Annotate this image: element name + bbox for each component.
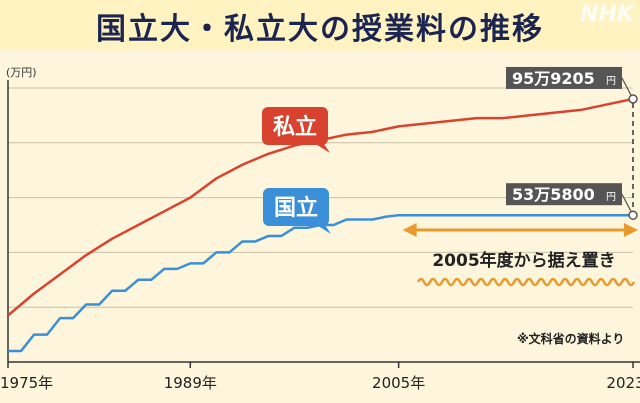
end-label-unit: 円 bbox=[606, 192, 616, 203]
axes: (万円) 1975年 1989年 2005年 2023年 bbox=[0, 66, 640, 392]
end-label-box bbox=[506, 66, 622, 89]
x-tick-label: 1989年 bbox=[164, 374, 217, 392]
end-label-value: 95万9205 bbox=[512, 69, 595, 88]
freeze-arrow-head-right bbox=[624, 223, 638, 237]
nhk-logo: NHK bbox=[580, 2, 634, 27]
freeze-annotation-text: 2005年度から据え置き bbox=[432, 250, 615, 271]
freeze-wavy-underline bbox=[416, 277, 636, 287]
series-label-tail bbox=[315, 222, 331, 234]
series-label-national: 国立 bbox=[274, 195, 318, 221]
series-label-private: 私立 bbox=[273, 114, 317, 140]
series-label-tail bbox=[314, 141, 330, 153]
series-label-box-private bbox=[262, 107, 328, 145]
end-point-marker bbox=[628, 94, 638, 104]
end-label-unit: 円 bbox=[606, 76, 616, 87]
y-unit-label: (万円) bbox=[6, 66, 37, 79]
end-label-box bbox=[506, 183, 622, 206]
end-point-marker bbox=[628, 210, 638, 220]
x-tick-label: 1975年 bbox=[0, 374, 53, 392]
freeze-arrow-head-left bbox=[402, 223, 417, 237]
title-bar bbox=[0, 0, 640, 50]
page-title: 国立大・私立大の授業料の推移 bbox=[96, 12, 544, 47]
end-label-value: 53万5800 bbox=[512, 185, 595, 204]
x-tick-label: 2005年 bbox=[372, 374, 425, 392]
x-tick-label: 2023年 bbox=[606, 374, 640, 392]
source-note: ※文科省の資料より bbox=[517, 331, 624, 346]
series-line-national bbox=[8, 213, 633, 353]
series-label-box-national bbox=[263, 188, 329, 226]
